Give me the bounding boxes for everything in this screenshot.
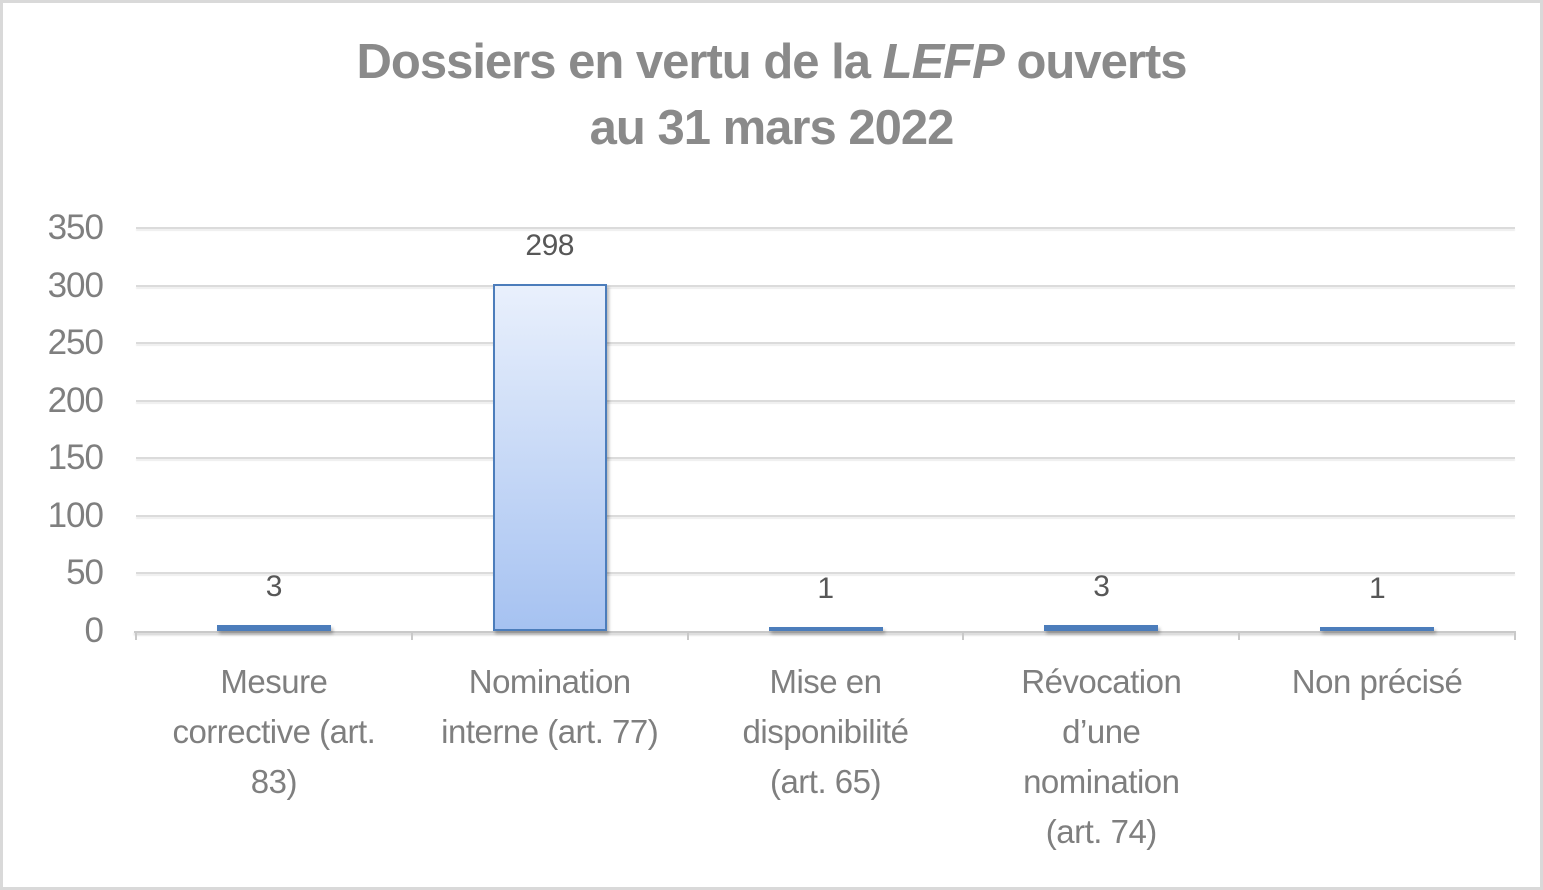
category-label-line: nomination: [1023, 763, 1180, 800]
plot-area: [134, 227, 1516, 640]
category-label-line: (art. 65): [769, 763, 882, 800]
title-text-suffix: ouverts: [1003, 35, 1187, 89]
chart-title: Dossiers en vertu de la LEFP ouverts au …: [3, 29, 1540, 161]
gridline: [136, 457, 1515, 460]
category-label-0: Mesure corrective (art. 83): [136, 657, 412, 807]
category-label-1: Nomination interne (art. 77): [412, 657, 688, 757]
y-axis-label: 250: [47, 323, 104, 363]
x-axis-tick: [962, 631, 965, 640]
category-label-line: Mesure: [220, 663, 328, 700]
category-label-4: Non précisé: [1239, 657, 1515, 707]
category-label-line: interne (art. 77): [441, 713, 659, 750]
chart-title-line2: au 31 mars 2022: [589, 101, 955, 155]
x-axis-tick: [410, 631, 413, 640]
gridline: [136, 399, 1515, 402]
y-axis-label: 0: [84, 611, 104, 650]
category-label-line: Non précisé: [1291, 663, 1463, 700]
category-label-line: (art. 74): [1045, 813, 1158, 850]
x-axis-tick: [135, 631, 137, 640]
category-label-line: corrective (art.: [172, 713, 376, 750]
category-label-2: Mise en disponibilité (art. 65): [688, 657, 964, 807]
category-label-line: Révocation: [1021, 663, 1182, 700]
y-axis-label: 300: [47, 265, 104, 305]
bar-4: [1320, 627, 1435, 631]
bar-2: [768, 627, 883, 631]
chart-title-line1: Dossiers en vertu de la LEFP ouverts: [3, 29, 1540, 95]
category-label-line: Nomination: [468, 663, 631, 700]
gridline: [136, 227, 1515, 229]
y-axis-label: 50: [66, 553, 104, 593]
title-text-prefix: Dossiers en vertu de la: [356, 35, 883, 89]
x-axis-tick: [1238, 631, 1241, 640]
data-label-2: 1: [817, 572, 834, 606]
data-label-1: 298: [525, 228, 574, 262]
title-text-italic: LEFP: [882, 35, 1005, 89]
y-axis-label: 150: [47, 438, 104, 478]
data-label-4: 1: [1368, 572, 1386, 606]
category-label-line: 83): [250, 763, 298, 800]
gridline: [136, 572, 1515, 575]
category-label-line: disponibilité: [742, 713, 909, 750]
bar-0: [216, 625, 331, 631]
bar-3: [1044, 625, 1159, 631]
y-axis-label: 100: [47, 495, 104, 535]
gridline: [136, 514, 1515, 517]
y-axis-label: 200: [47, 380, 104, 420]
gridline: [136, 342, 1515, 345]
data-label-3: 3: [1093, 570, 1110, 604]
category-label-3: Révocation d’une nomination (art. 74): [963, 657, 1239, 857]
x-axis-tick: [686, 631, 689, 640]
x-axis-tick: [1514, 631, 1516, 640]
data-label-0: 3: [265, 570, 283, 604]
x-axis-line: [134, 631, 1515, 633]
category-label-line: Mise en: [769, 663, 882, 700]
gridline: [136, 284, 1515, 287]
y-axis-label: 350: [47, 208, 104, 247]
category-label-line: d’une: [1062, 713, 1141, 750]
bar-1: [492, 283, 607, 631]
